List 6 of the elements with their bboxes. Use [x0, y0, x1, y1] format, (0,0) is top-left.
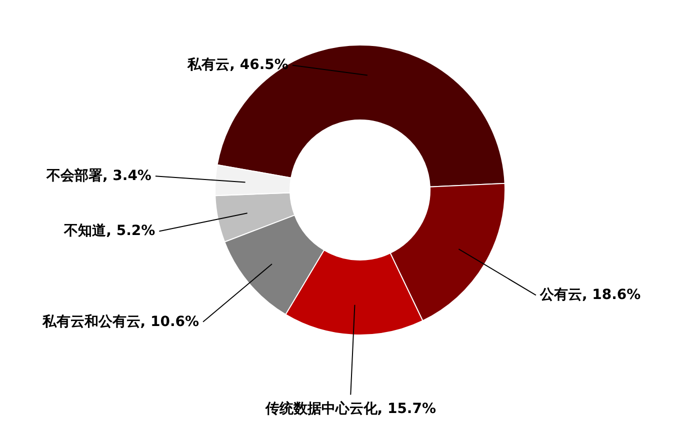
- slice-label: 私有云, 46.5%: [186, 57, 288, 74]
- slice-label: 传统数据中心云化, 15.7%: [264, 400, 436, 417]
- slice-label: 私有云和公有云, 10.6%: [41, 314, 200, 330]
- slice-label: 不会部署, 3.4%: [45, 167, 152, 184]
- slice-label: 公有云, 18.6%: [538, 287, 641, 304]
- slice-label: 不知道, 5.2%: [63, 223, 156, 240]
